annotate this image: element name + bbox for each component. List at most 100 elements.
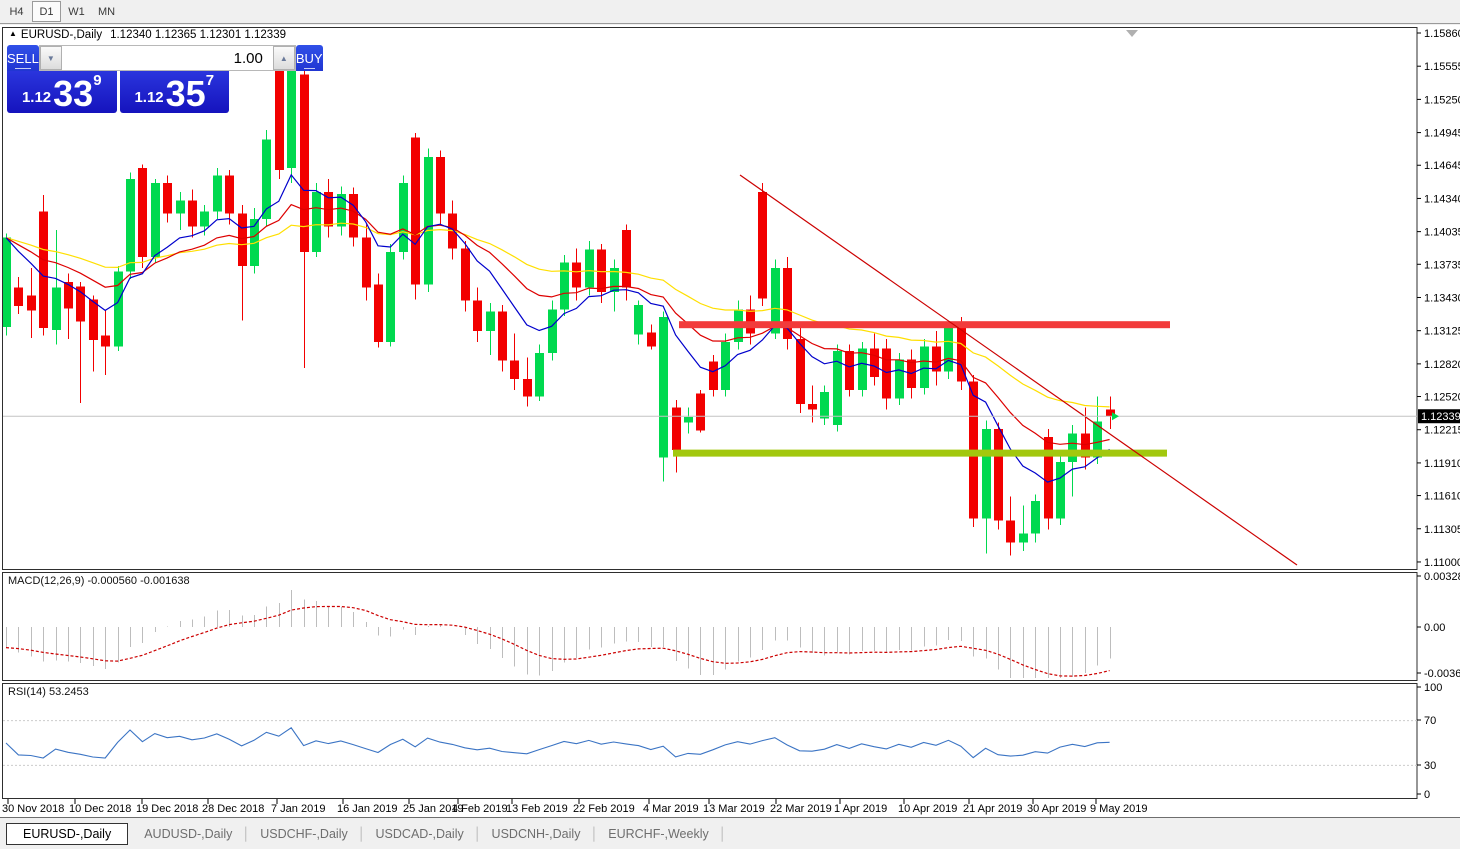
date-axis-label: 13 Feb 2019 [506, 803, 568, 815]
price-axis-label: 1.14645 [1424, 160, 1460, 172]
date-axis-label: 9 May 2019 [1090, 803, 1147, 815]
macd-value-1: -0.000560 [87, 575, 138, 587]
macd-panel [2, 572, 1418, 681]
main-panel [2, 27, 1418, 570]
volume-input[interactable] [61, 46, 273, 70]
date-axis-label: 1 Apr 2019 [834, 803, 887, 815]
medium-ma [5, 203, 1110, 446]
ohlc-high: 1.12365 [154, 29, 197, 41]
date-axis-label: 30 Apr 2019 [1027, 803, 1086, 815]
price-axis-label: 1.14340 [1424, 193, 1460, 205]
current-price-badge [1418, 409, 1460, 424]
date-axis-label: 19 Dec 2018 [136, 803, 198, 815]
tab-separator: │ [242, 826, 251, 841]
current-price-badge-label: 1.12339 [1421, 411, 1460, 423]
date-axis-label: 10 Dec 2018 [69, 803, 131, 815]
volume-stepper: ▼ ▲ [38, 45, 296, 71]
sell-price-main: 33 [53, 72, 94, 114]
rsi-axis-label: 0 [1424, 789, 1430, 801]
price-axis-label: 1.12215 [1424, 425, 1460, 437]
date-axis-label: 22 Feb 2019 [573, 803, 635, 815]
macd-signal-line [5, 605, 1110, 677]
volume-increase-button[interactable]: ▲ [272, 46, 295, 70]
date-axis-label: 10 Apr 2019 [898, 803, 957, 815]
ohlc-open: 1.12340 [110, 29, 152, 41]
ohlc-close: 1.12339 [244, 29, 286, 41]
timeframe-button-h4[interactable]: H4 [2, 1, 31, 22]
tab-separator: │ [473, 826, 482, 841]
support-level-line[interactable] [673, 449, 1167, 457]
date-axis-label: 13 Mar 2019 [703, 803, 765, 815]
price-axis-label: 1.12520 [1424, 392, 1460, 404]
date-axis-label: 22 Mar 2019 [770, 803, 832, 815]
rsi-panel [2, 683, 1418, 799]
tab-separator: │ [718, 826, 727, 841]
macd-value-2: -0.001638 [140, 575, 190, 587]
tab-separator: │ [357, 826, 366, 841]
price-axis-label: 1.14035 [1424, 227, 1460, 239]
date-axis-label: 4 Feb 2019 [452, 803, 508, 815]
tab-audusd[interactable]: AUDUSD-,Daily [144, 826, 233, 841]
tab-usdcad[interactable]: USDCAD-,Daily [375, 826, 464, 841]
timeframe-button-mn[interactable]: MN [92, 1, 121, 22]
timeframe-toolbar: H4 D1 W1 MN [0, 0, 1460, 24]
candlestick-series [3, 52, 1115, 556]
last-close-arrow-icon [1112, 412, 1119, 421]
price-axis-label: 1.15860 [1424, 28, 1460, 40]
rsi-indicator-label: RSI(14) 53.2453 [8, 686, 89, 698]
tab-usdchf[interactable]: USDCHF-,Daily [260, 826, 348, 841]
buy-price-prefix: 1.12 [134, 89, 164, 106]
timeframe-button-d1[interactable]: D1 [32, 1, 61, 22]
buy-price-pip: 7 [205, 72, 215, 89]
rsi-line [5, 727, 1110, 759]
macd-name: MACD(12,26,9) [8, 575, 85, 587]
date-axis-label: 21 Apr 2019 [963, 803, 1022, 815]
rsi-axis-label: 30 [1424, 760, 1436, 772]
sell-price-pip: 9 [93, 72, 102, 89]
buy-price-main: 35 [165, 72, 206, 114]
resistance-level-line[interactable] [679, 321, 1170, 329]
price-axis-label: 1.13125 [1424, 326, 1460, 338]
fast-ma [5, 173, 1110, 483]
date-axis-label: 4 Mar 2019 [643, 803, 699, 815]
buy-price-display[interactable]: 1.12 35 7 [119, 71, 229, 114]
sell-button[interactable]: SELL [7, 45, 39, 71]
price-axis-label: 1.11610 [1424, 491, 1460, 503]
timeframe-button-w1[interactable]: W1 [62, 1, 91, 22]
tab-eurusd[interactable]: EURUSD-,Daily [6, 822, 129, 845]
buy-button[interactable]: BUY [295, 45, 323, 71]
date-axis-label: 28 Dec 2018 [202, 803, 264, 815]
date-axis-label: 25 Jan 2019 [403, 803, 464, 815]
descending-trendline[interactable] [739, 174, 1298, 566]
macd-axis-label: 0.00 [1424, 622, 1445, 634]
symbol-tab-bar: EURUSD-,Daily AUDUSD-,Daily │ USDCHF-,Daily… [0, 817, 1460, 849]
macd-axis-label: -0.003659 [1424, 668, 1460, 680]
tab-eurchf[interactable]: EURCHF-,Weekly [608, 826, 709, 841]
chart-shift-marker-icon[interactable] [1126, 30, 1138, 37]
moving-average-lines [5, 173, 1110, 483]
volume-decrease-button[interactable]: ▼ [39, 46, 62, 70]
price-axis-label: 1.11305 [1424, 524, 1460, 536]
date-axis-label: 7 Jan 2019 [271, 803, 325, 815]
rsi-name: RSI(14) [8, 686, 46, 698]
slow-ma [5, 222, 1110, 408]
symbol-marker-icon: ▲ [9, 29, 17, 38]
rsi-axis-label: 100 [1424, 682, 1442, 694]
rsi-axis-label: 70 [1424, 715, 1436, 727]
price-axis-label: 1.13430 [1424, 292, 1460, 304]
price-axis: 1.15860 1.15555 1.15250 1.14945 1.14645 1.143… [1417, 28, 1460, 569]
sell-price-display[interactable]: 1.12 33 9 [7, 71, 117, 113]
price-axis-label: 1.15555 [1424, 61, 1460, 73]
macd-histogram [6, 589, 1111, 678]
macd-axis-label: 0.003287 [1424, 571, 1460, 583]
price-axis-label: 1.13735 [1424, 259, 1460, 271]
price-axis-label: 1.11910 [1424, 458, 1460, 470]
price-axis-label: 1.15250 [1424, 94, 1460, 106]
chart-symbol-label: EURUSD-,Daily [20, 29, 103, 41]
date-axis-label: 16 Jan 2019 [337, 803, 398, 815]
price-axis-label: 1.12820 [1424, 359, 1460, 371]
tab-usdcnh[interactable]: USDCNH-,Daily [491, 826, 581, 841]
